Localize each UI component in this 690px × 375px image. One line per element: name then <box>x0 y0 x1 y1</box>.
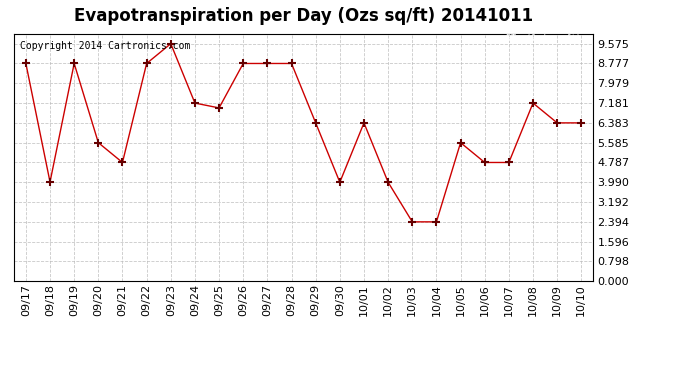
Text: Copyright 2014 Cartronics.com: Copyright 2014 Cartronics.com <box>19 41 190 51</box>
Title: Evapotranspiration per Day (Ozs sq/ft) 20141011: Evapotranspiration per Day (Ozs sq/ft) 2… <box>74 7 533 25</box>
